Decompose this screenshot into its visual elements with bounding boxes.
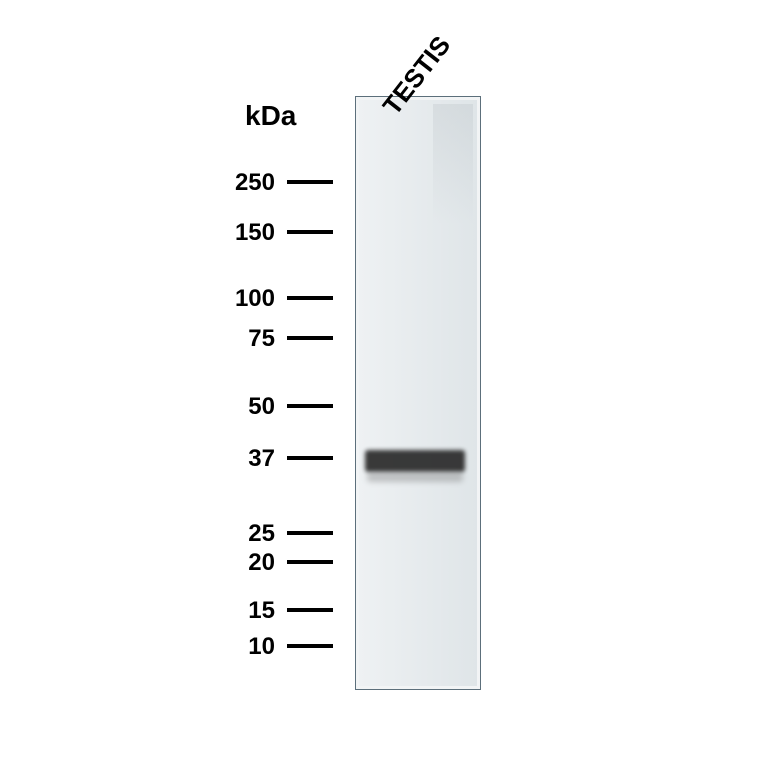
- primary-band: [365, 450, 465, 472]
- mw-tick-mark: [287, 644, 333, 648]
- mw-tick-label: 100: [115, 285, 275, 313]
- mw-tick-label: 150: [115, 219, 275, 247]
- mw-tick-mark: [287, 230, 333, 234]
- mw-tick-label: 250: [115, 169, 275, 197]
- mw-tick-label: 10: [115, 633, 275, 661]
- mw-tick-label: 15: [115, 597, 275, 625]
- mw-tick-mark: [287, 296, 333, 300]
- mw-tick-mark: [287, 336, 333, 340]
- mw-tick-mark: [287, 456, 333, 460]
- axis-unit-label: kDa: [245, 100, 296, 132]
- lane-smudge: [433, 104, 473, 224]
- mw-tick-mark: [287, 531, 333, 535]
- mw-tick-mark: [287, 608, 333, 612]
- mw-tick-mark: [287, 180, 333, 184]
- western-blot-figure: kDa25015010075503725201510TESTIS: [115, 70, 649, 694]
- mw-tick-label: 50: [115, 393, 275, 421]
- secondary-band: [367, 472, 463, 482]
- mw-tick-mark: [287, 560, 333, 564]
- mw-tick-label: 75: [115, 325, 275, 353]
- mw-tick-label: 20: [115, 549, 275, 577]
- mw-tick-label: 37: [115, 445, 275, 473]
- mw-tick-label: 25: [115, 520, 275, 548]
- mw-tick-mark: [287, 404, 333, 408]
